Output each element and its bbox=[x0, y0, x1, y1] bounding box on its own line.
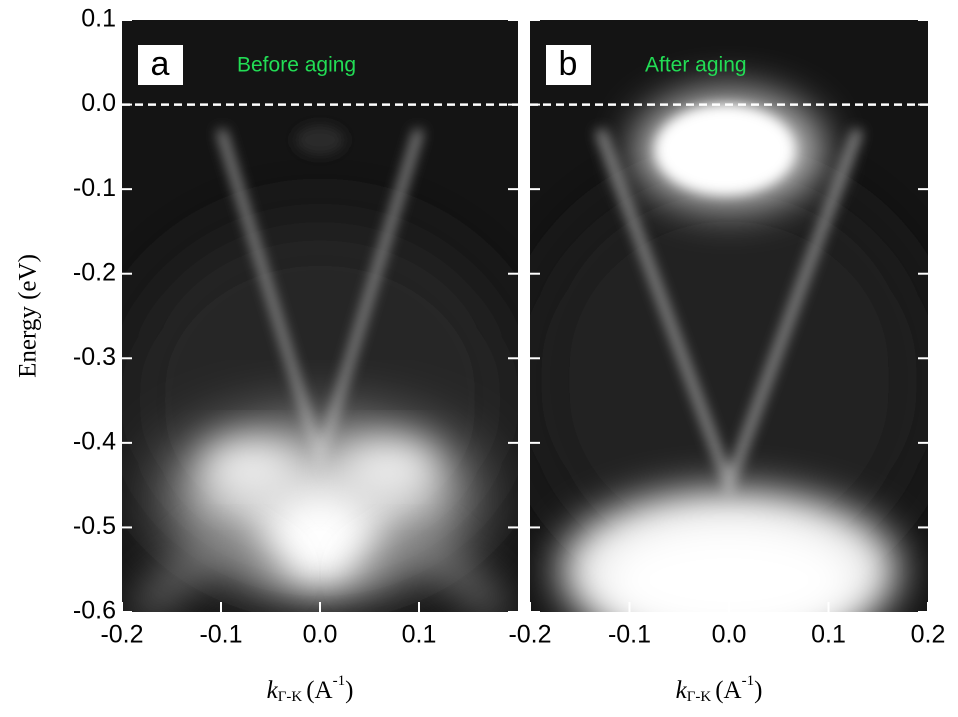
x-axis-label-part: (A bbox=[306, 677, 332, 704]
x-axis-label: kΓ-K (A-1) bbox=[267, 673, 354, 705]
y-tick-label: 0.0 bbox=[81, 89, 116, 117]
spectrum-b bbox=[530, 20, 928, 612]
x-tick-label: 0.2 bbox=[911, 621, 946, 649]
x-tick-label: 0.1 bbox=[402, 621, 437, 649]
x-axis-label: kΓ-K (A-1) bbox=[676, 673, 763, 705]
x-axis-label-part: k bbox=[676, 677, 688, 704]
y-tick-label: -0.5 bbox=[73, 512, 116, 540]
y-axis-label: Energy (eV) bbox=[15, 254, 42, 378]
x-axis-label-part: ) bbox=[754, 677, 762, 704]
x-axis-label-part: k bbox=[267, 677, 279, 704]
y-tick-label: -0.2 bbox=[73, 258, 116, 286]
panel-label: b bbox=[559, 45, 578, 83]
x-tick-label: 0.0 bbox=[712, 621, 747, 649]
x-tick-label: -0.1 bbox=[608, 621, 651, 649]
x-axis-label-part: Γ-K bbox=[687, 689, 712, 705]
x-axis-label-part: Γ-K bbox=[278, 689, 303, 705]
panel-label-box bbox=[546, 45, 591, 85]
spectrum-a bbox=[122, 20, 518, 612]
x-tick-label: 0.1 bbox=[811, 621, 846, 649]
y-tick-label: 0.1 bbox=[81, 5, 116, 33]
x-tick-label: -0.2 bbox=[508, 621, 551, 649]
x-tick-label: -0.1 bbox=[199, 621, 242, 649]
panel-title: After aging bbox=[645, 54, 747, 77]
x-tick-label: 0.0 bbox=[303, 621, 338, 649]
y-tick-label: -0.4 bbox=[73, 427, 116, 455]
y-tick-label: -0.6 bbox=[73, 597, 116, 625]
panel-label: a bbox=[151, 45, 170, 83]
x-axis-label-part: -1 bbox=[333, 673, 346, 689]
panel-title: Before aging bbox=[237, 54, 356, 77]
y-tick-label: -0.3 bbox=[73, 343, 116, 371]
x-axis-label-part: (A bbox=[715, 677, 741, 704]
x-axis-label-part: ) bbox=[345, 677, 353, 704]
panel-label-box bbox=[138, 45, 183, 85]
y-tick-label: -0.1 bbox=[73, 174, 116, 202]
x-tick-label: -0.2 bbox=[100, 621, 143, 649]
x-axis-label-part: -1 bbox=[742, 673, 755, 689]
